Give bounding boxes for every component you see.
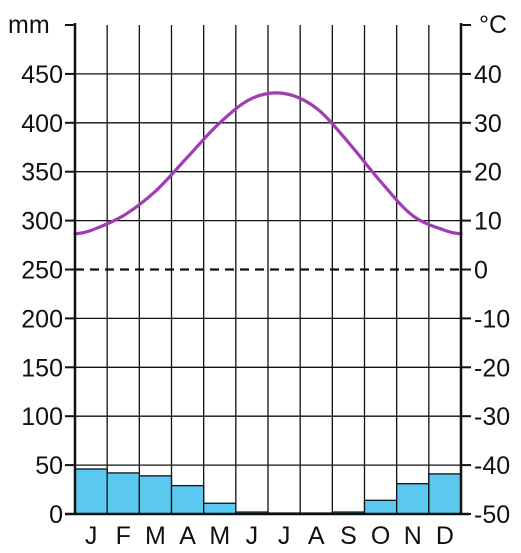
- right-tick-label: -40: [474, 452, 510, 480]
- precipitation-bar: [138, 475, 173, 515]
- precipitation-bar: [170, 484, 205, 515]
- axes: [65, 23, 471, 516]
- month-label: M: [209, 522, 230, 550]
- tick-labels: 050100150200250300350400450-50-40-30-20-…: [21, 61, 510, 550]
- month-label: A: [179, 522, 196, 550]
- grid-lines: [75, 25, 461, 514]
- left-tick-label: 150: [21, 354, 63, 382]
- precipitation-bar: [203, 502, 237, 515]
- month-label: J: [278, 522, 291, 550]
- precipitation-bar: [106, 472, 140, 515]
- month-label: D: [436, 522, 454, 550]
- month-label: N: [404, 522, 422, 550]
- left-tick-label: 400: [21, 110, 63, 138]
- left-tick-label: 0: [49, 501, 63, 529]
- month-label: M: [145, 522, 166, 550]
- right-tick-label: 20: [474, 159, 502, 187]
- month-label: S: [340, 522, 357, 550]
- left-tick-label: 450: [21, 61, 63, 89]
- right-tick-label: -30: [474, 403, 510, 431]
- month-label: A: [308, 522, 325, 550]
- right-tick-label: 40: [474, 61, 502, 89]
- temperature-curve: [73, 91, 463, 236]
- left-tick-label: 100: [21, 403, 63, 431]
- temperature-line: [73, 91, 463, 236]
- month-label: O: [371, 522, 390, 550]
- right-tick-label: 0: [474, 257, 488, 285]
- left-tick-label: 250: [21, 257, 63, 285]
- precipitation-bar: [428, 473, 462, 515]
- precipitation-bar: [363, 499, 398, 515]
- left-tick-label: 300: [21, 208, 63, 236]
- right-tick-label: 30: [474, 110, 502, 138]
- left-tick-label: 200: [21, 305, 63, 333]
- precipitation-bar: [396, 483, 430, 515]
- left-tick-label: 50: [35, 452, 63, 480]
- right-tick-label: -20: [474, 354, 510, 382]
- right-tick-label: -10: [474, 305, 510, 333]
- left-tick-label: 350: [21, 159, 63, 187]
- month-label: J: [246, 522, 259, 550]
- precipitation-bars: [74, 468, 462, 515]
- precipitation-bar: [74, 468, 108, 515]
- right-tick-label: 10: [474, 208, 502, 236]
- month-label: J: [85, 522, 98, 550]
- right-tick-label: -50: [474, 501, 510, 529]
- month-label: F: [116, 522, 131, 550]
- left-axis-unit: mm: [8, 11, 50, 39]
- right-axis-unit: °C: [479, 11, 507, 39]
